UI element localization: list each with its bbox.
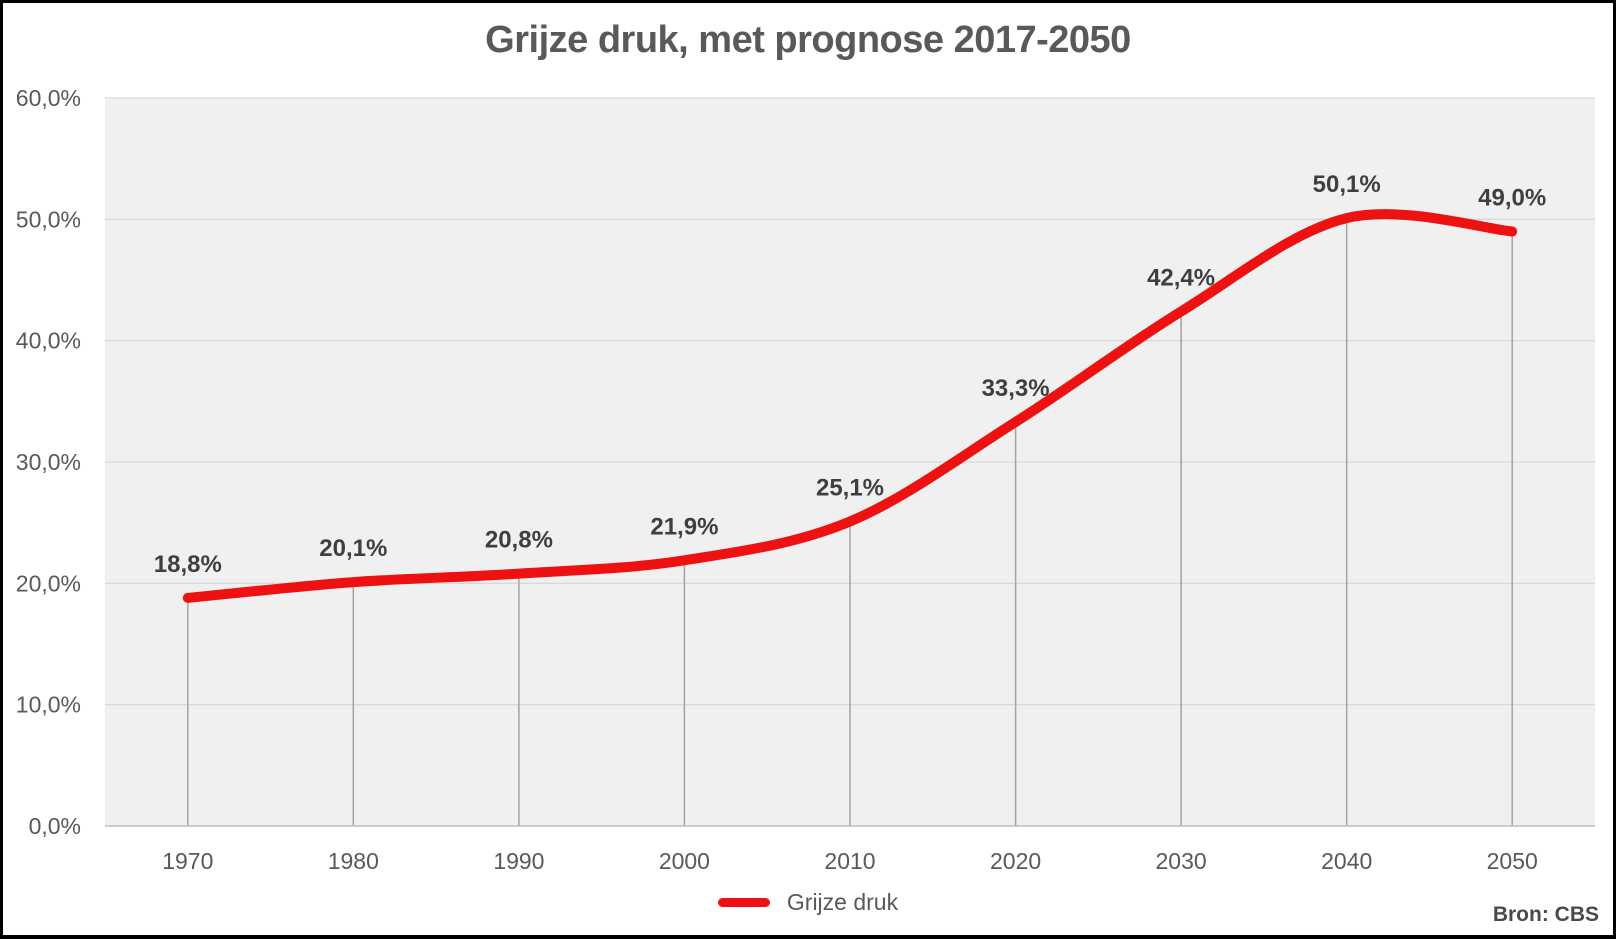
x-tick-label: 1980 [328, 848, 379, 874]
series-line-grijze-druk [182, 209, 1518, 603]
x-tick-label: 1990 [493, 848, 544, 874]
y-tick-label: 0,0% [29, 813, 81, 839]
x-tick-label: 2050 [1487, 848, 1538, 874]
data-label: 50,1% [1313, 171, 1381, 198]
data-label: 42,4% [1147, 265, 1215, 292]
legend-series-label: Grijze druk [786, 889, 899, 915]
data-label: 18,8% [154, 551, 222, 578]
y-tick-label: 60,0% [16, 85, 81, 111]
data-label: 20,8% [485, 527, 553, 554]
x-tick-label: 2020 [990, 848, 1041, 874]
data-label: 49,0% [1478, 185, 1546, 212]
y-tick-label: 20,0% [16, 570, 81, 596]
y-tick-label: 40,0% [16, 328, 81, 354]
chart-title: Grijze druk, met prognose 2017-2050 [485, 19, 1131, 61]
legend-line-marker [717, 898, 770, 907]
y-tick-label: 10,0% [16, 692, 81, 718]
data-label: 21,9% [650, 513, 718, 540]
x-tick-label: 1970 [162, 848, 213, 874]
x-tick-label: 2040 [1321, 848, 1372, 874]
source-label: Bron: CBS [1492, 903, 1599, 926]
x-tick-label: 2000 [659, 848, 710, 874]
data-label: 25,1% [816, 475, 884, 502]
y-tick-label: 30,0% [16, 449, 81, 475]
legend: Grijze druk [3, 889, 1613, 916]
data-label: 20,1% [319, 535, 387, 562]
x-tick-label: 2030 [1156, 848, 1207, 874]
data-label: 33,3% [982, 375, 1050, 402]
y-tick-label: 50,0% [16, 206, 81, 232]
plot-area: 0,0% 10,0% 20,0% 30,0% 40,0% 50,0% 60,0% 1970 19… [16, 85, 1595, 874]
x-tick-label: 2010 [824, 848, 875, 874]
